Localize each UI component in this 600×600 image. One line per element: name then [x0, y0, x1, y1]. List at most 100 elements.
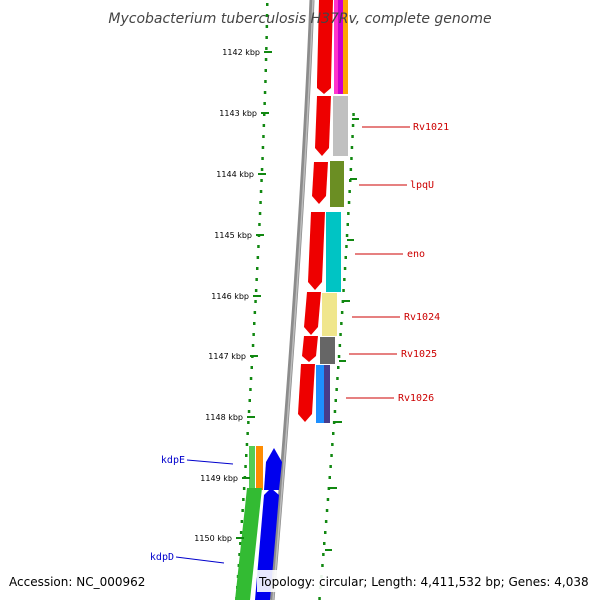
guide-dot — [263, 113, 266, 116]
gene-label-rv1024[interactable]: Rv1024 — [404, 312, 440, 323]
tick-label: 1150 kbp — [194, 534, 232, 543]
tick-label: 1149 kbp — [200, 474, 238, 483]
guide-dot — [347, 201, 351, 204]
gene-label-kdpd[interactable]: kdpD — [150, 552, 174, 563]
guide-dash — [325, 549, 332, 551]
gene-arrow[interactable] — [298, 364, 315, 422]
guide-dot — [252, 333, 255, 336]
guide-dot — [339, 333, 342, 336]
tick-mark — [264, 51, 272, 53]
guide-dot — [264, 80, 267, 83]
guide-dot — [327, 487, 331, 490]
gene-arrow[interactable] — [304, 292, 321, 335]
guide-dot — [254, 289, 258, 292]
guide-dot — [333, 410, 337, 413]
tick-label: 1146 kbp — [211, 292, 249, 301]
guide-dot — [262, 135, 265, 138]
label-leader-line — [175, 556, 225, 564]
guide-dot — [324, 531, 327, 534]
guide-dot — [263, 102, 266, 105]
genome-backbone-highlight — [272, 0, 314, 600]
gene-label-eno[interactable]: eno — [407, 249, 425, 260]
guide-dot — [266, 3, 269, 6]
guide-dot — [318, 597, 321, 600]
guide-dot — [242, 498, 245, 501]
guide-dot — [350, 157, 353, 160]
gene-arrow[interactable] — [302, 336, 318, 362]
guide-dot — [344, 256, 347, 259]
gene-arrow[interactable] — [315, 96, 331, 156]
guide-dot — [342, 289, 345, 292]
guide-dot — [260, 168, 264, 171]
guide-dot — [343, 267, 347, 270]
guide-dot — [242, 487, 246, 490]
guide-dot — [340, 311, 344, 314]
guide-dot — [241, 509, 244, 512]
guide-dot — [250, 366, 253, 369]
guide-dash — [343, 300, 350, 302]
guide-dot — [244, 465, 247, 468]
guide-dot — [239, 531, 243, 534]
guide-dot — [349, 179, 352, 182]
guide-dot — [260, 179, 263, 182]
guide-dot — [251, 344, 255, 347]
guide-dot — [249, 388, 252, 391]
guide-dot — [239, 542, 242, 545]
guide-dot — [256, 267, 259, 270]
guide-dot — [337, 366, 340, 369]
guide-dot — [338, 344, 342, 347]
tick-label: 1147 kbp — [208, 352, 246, 361]
guide-dash — [339, 360, 346, 362]
gene-label-lpqu[interactable]: lpqU — [410, 180, 434, 191]
guide-dot — [332, 432, 335, 435]
guide-dot — [351, 124, 355, 127]
guide-dot — [348, 190, 351, 193]
gene-label-rv1026[interactable]: Rv1026 — [398, 393, 434, 404]
guide-dot — [330, 454, 333, 457]
guide-dot — [247, 410, 251, 413]
guide-dot — [262, 124, 266, 127]
guide-dot — [258, 212, 262, 215]
gene-label-kdpe[interactable]: kdpE — [161, 455, 185, 466]
guide-dot — [261, 146, 265, 149]
tick-label: 1143 kbp — [219, 109, 257, 118]
tick-mark — [253, 295, 261, 297]
gene-arrow[interactable] — [308, 212, 325, 290]
guide-dot — [329, 465, 332, 468]
gene-arrow[interactable] — [264, 448, 282, 490]
gene-bar[interactable] — [235, 488, 262, 600]
guide-dot — [331, 443, 334, 446]
guide-dot — [245, 443, 249, 446]
guide-dot — [336, 377, 339, 380]
guide-dot — [321, 564, 324, 567]
guide-dot — [249, 377, 253, 380]
guide-dot — [265, 25, 269, 28]
guide-dot — [264, 69, 267, 72]
guide-dot — [258, 223, 261, 226]
guide-dot — [247, 421, 250, 424]
gene-label-rv1021[interactable]: Rv1021 — [413, 122, 449, 133]
guide-dot — [326, 498, 330, 501]
gene-bar[interactable] — [256, 446, 263, 490]
guide-dot — [255, 278, 258, 281]
guide-dot — [341, 300, 345, 303]
guide-dash — [347, 239, 354, 241]
gene-label-rv1025[interactable]: Rv1025 — [401, 349, 437, 360]
guide-dot — [340, 322, 343, 325]
guide-dot — [347, 212, 350, 215]
tick-label: 1148 kbp — [205, 413, 243, 422]
guide-dot — [264, 58, 268, 61]
tick-mark — [250, 355, 258, 357]
guide-dot — [253, 311, 257, 314]
guide-dot — [322, 553, 325, 556]
gene-arrow[interactable] — [317, 0, 333, 94]
guide-dash — [330, 487, 337, 489]
gene-bar[interactable] — [249, 446, 255, 490]
guide-dot — [265, 47, 268, 50]
gene-arrow[interactable] — [312, 162, 328, 204]
guide-dot — [257, 245, 260, 248]
tick-label: 1142 kbp — [222, 48, 260, 57]
guide-dot — [323, 542, 326, 545]
guide-dot — [265, 14, 269, 17]
